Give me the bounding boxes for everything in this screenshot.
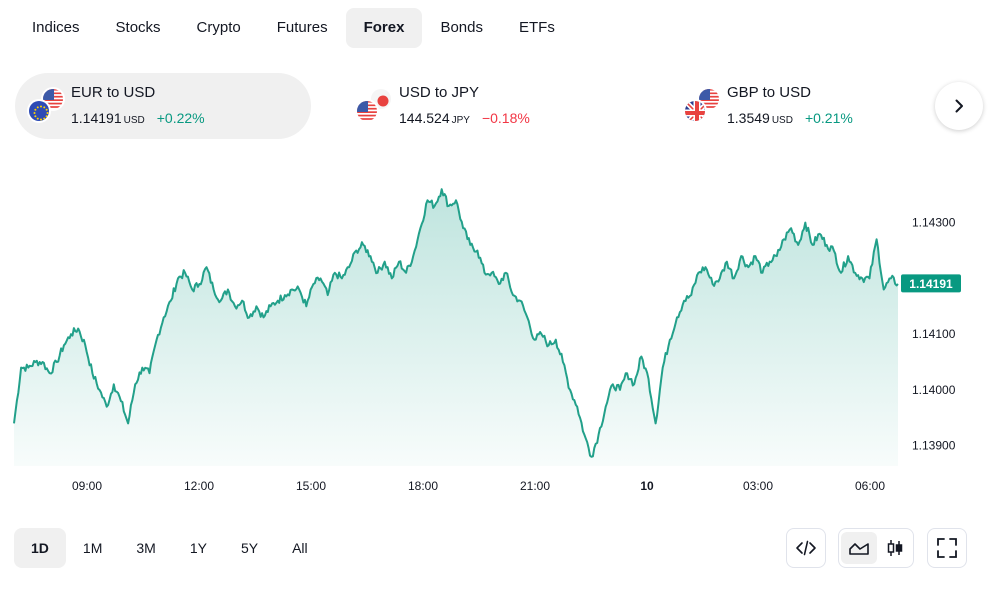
chart-area-layer [14,189,898,466]
y-tick-label: 1.14100 [912,327,956,341]
time-range-selector: 1D 1M 3M 1Y 5Y All [14,528,325,568]
range-1d[interactable]: 1D [14,528,66,568]
embed-tool-group [786,528,826,568]
tab-crypto[interactable]: Crypto [196,19,241,36]
price-area-fill [14,189,898,466]
range-5y[interactable]: 5Y [240,540,259,556]
pair-quote: 144.524 JPY −0.18% [399,110,530,126]
last-price-layer: 1.14191 [901,274,961,293]
pair-change: −0.18% [481,110,530,126]
gb-flag-icon [683,99,707,123]
tab-futures[interactable]: Futures [276,19,328,36]
tab-stocks[interactable]: Stocks [115,19,161,36]
pair-unit: USD [123,115,145,126]
price-chart[interactable]: 09:00 12:00 15:00 18:00 21:00 10 03:00 06:00 1.1… [0,160,988,500]
pair-flags [683,87,721,127]
pair-card[interactable]: GBP to USD 1.3549 USD +0.21% [671,73,967,139]
chevron-right-icon [955,99,963,113]
pair-title: EUR to USD [71,84,156,101]
x-tick-label: 12:00 [184,479,214,493]
pair-title: GBP to USD [727,84,811,101]
area-chart-icon [849,543,869,555]
x-tick-label: 09:00 [72,479,102,493]
tab-etfs[interactable]: ETFs [519,19,555,36]
market-tabs: Indices Stocks Crypto Futures Forex Bonds ETFs [14,8,573,48]
pair-title: USD to JPY [399,84,480,101]
pair-flags [27,87,65,127]
candlestick-icon [887,540,903,556]
last-price-badge [901,274,961,293]
area-chart-button[interactable] [841,532,877,564]
embed-code-button[interactable] [788,532,824,564]
pair-change: +0.22% [156,110,205,126]
x-tick-label: 18:00 [408,479,438,493]
pair-card[interactable]: EUR to USD 1.14191 USD +0.22% [15,73,311,139]
range-all[interactable]: All [292,540,308,556]
pair-card[interactable]: USD to JPY 144.524 JPY −0.18% [343,73,639,139]
x-tick-label: 21:00 [520,479,550,493]
code-icon [796,540,816,556]
price-line [13,188,899,458]
pair-price: 1.14191 [71,110,122,126]
range-3m[interactable]: 3M [136,540,156,556]
pair-flags [355,87,393,127]
y-tick-label: 1.14000 [912,383,956,397]
next-pairs-button[interactable] [935,82,983,130]
tab-indices[interactable]: Indices [32,19,80,36]
pair-unit: JPY [451,115,470,126]
pair-quote: 1.3549 USD +0.21% [727,110,853,126]
last-price-label: 1.14191 [909,277,953,291]
x-tick-label: 03:00 [743,479,773,493]
tab-forex[interactable]: Forex [345,8,423,48]
fullscreen-tool-group [927,528,967,568]
tab-bonds[interactable]: Bonds [440,19,483,36]
x-tick-label: 10 [640,479,654,493]
currency-pair-cards: EUR to USD 1.14191 USD +0.22% USD to JPY 144.… [15,73,925,139]
candles-chart-button[interactable] [877,532,913,564]
chart-line-layer [13,188,899,458]
fullscreen-icon [937,538,957,558]
y-tick-label: 1.13900 [912,439,956,453]
eu-flag-icon [27,99,51,123]
pair-price: 144.524 [399,110,450,126]
y-tick-label: 1.14300 [912,216,956,230]
x-tick-label: 06:00 [855,479,885,493]
pair-price: 1.3549 [727,110,770,126]
x-tick-label: 15:00 [296,479,326,493]
pair-quote: 1.14191 USD +0.22% [71,110,205,126]
chart-tick-layer: 09:00 12:00 15:00 18:00 21:00 10 03:00 06:00 1.1… [72,216,956,493]
pair-change: +0.21% [804,110,853,126]
chart-style-group [838,528,914,568]
us-flag-icon [355,99,379,123]
range-1y[interactable]: 1Y [189,540,207,556]
fullscreen-button[interactable] [929,532,965,564]
range-1m[interactable]: 1M [82,540,103,556]
pair-unit: USD [771,115,793,126]
